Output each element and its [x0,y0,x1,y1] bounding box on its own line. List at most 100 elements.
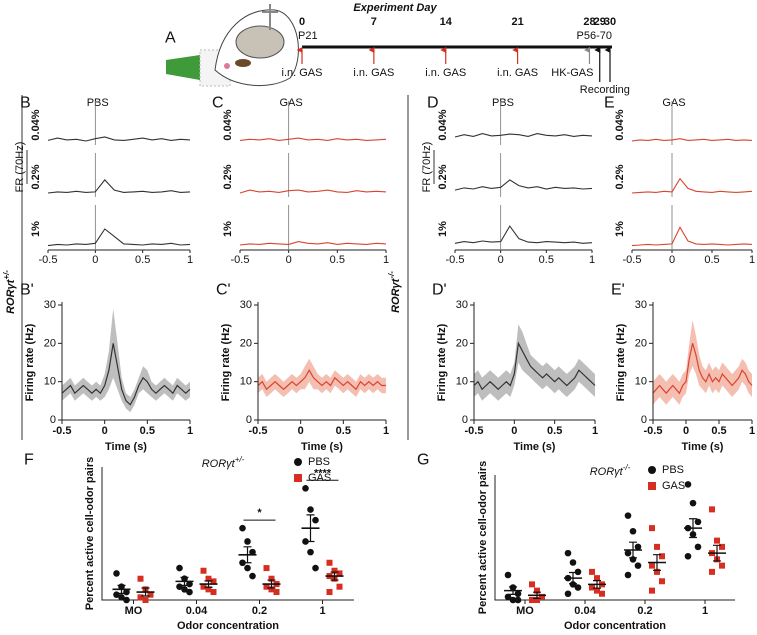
y-tick-label: 10 [44,376,56,388]
data-point [123,596,130,604]
data-point [336,583,343,590]
data-point [336,570,343,577]
y-axis-label: Firing rate (Hz) [615,323,627,401]
data-point [504,571,512,579]
data-point [569,559,577,566]
legend-label: PBS [662,464,684,476]
error-bar [689,518,697,539]
data-point [137,575,144,582]
y-tick-label: 10 [635,376,647,388]
brain [235,25,285,59]
title-superscript: -/- [387,271,396,279]
row-label: 0.04% [614,109,626,140]
data-point [534,587,540,594]
x-tick-label: -0.5 [39,254,58,266]
start-age: P21 [298,30,318,42]
data-point [709,568,715,575]
data-point [307,548,314,556]
axes [494,475,735,601]
title-main: RORγt [5,278,17,314]
x-tick-label: 0.5 [704,254,719,266]
y-tick-label: 30 [44,299,56,311]
olfactory-bulb [235,59,251,67]
error-bar [569,571,577,585]
error-band [474,324,595,401]
y-tick-label: 20 [240,337,252,349]
panel-title: PBS [87,97,109,109]
mean-line [473,341,596,391]
x-tick-label: 0.5 [336,425,351,437]
y-axis-label: FR (70Hz) [14,142,26,193]
data-point [205,575,212,582]
panel-label: C [212,95,224,112]
data-point [589,568,595,575]
y-tick-label: 30 [456,299,468,311]
group-label: RORγt+/- [2,270,18,314]
data-point [689,499,697,507]
trace [454,179,593,191]
row-label: 0.2% [30,164,42,189]
data-point [113,570,120,577]
x-axis-label: Time (s) [514,441,556,453]
y-tick-label: 10 [240,376,252,388]
panel-label: D' [432,282,447,299]
panel-label: D [427,95,439,112]
y-tick-label: 20 [635,337,647,349]
x-tick-label: -0.5 [53,425,72,437]
x-axis-label: Time (s) [105,441,147,453]
y-tick-label: 30 [240,299,252,311]
electrode [262,4,278,30]
x-tick-label: -0.5 [446,254,465,266]
x-tick-label: 0.5 [539,254,554,266]
x-tick-label: 1 [383,254,389,266]
x-tick-label: 0 [498,254,504,266]
nose [224,63,230,69]
error-bar [713,544,721,562]
data-point [118,594,125,601]
data-point [302,538,309,545]
x-tick-label: 1 [749,425,755,437]
data-point [654,543,660,550]
data-point [307,506,314,513]
title-main: RORγt [202,458,236,470]
trace [454,225,593,244]
trace [631,226,753,247]
data-point [654,568,660,575]
error-bar [141,587,150,597]
title-superscript: +/- [235,455,245,464]
row-label: 1% [437,221,449,237]
data-point [714,537,720,544]
data-point [649,525,655,532]
trace [631,177,753,194]
data-point [200,583,207,590]
data-point [624,571,632,579]
x-tick-label: 0.5 [140,425,155,437]
data-point [634,562,642,569]
title-main: RORγt [590,466,624,478]
x-tick-label: -0.5 [465,425,484,437]
day-label: 29 [594,16,606,28]
y-tick-label: 20 [456,337,468,349]
data-point [239,559,246,567]
data-point [302,484,309,492]
row-label: 0.2% [222,164,234,189]
data-point [181,586,188,593]
x-tick-label: MO [125,605,143,617]
x-tick-label: -0.5 [249,425,268,437]
data-point [649,562,655,569]
x-tick-label: 0 [511,425,517,437]
error-band [653,320,752,405]
data-point [564,590,572,598]
y-tick-label: 0 [641,414,647,426]
data-point [534,597,540,603]
title-superscript: -/- [623,463,631,472]
trace [239,137,387,141]
event-label: i.n. GAS [497,67,538,79]
legend-label: GAS [662,480,685,492]
data-point [659,553,665,560]
x-tick-label: 0.5 [135,254,150,266]
x-tick-label: 0.5 [330,254,345,266]
y-tick-label: 20 [44,337,56,349]
data-point [273,589,280,596]
data-point [514,596,522,604]
